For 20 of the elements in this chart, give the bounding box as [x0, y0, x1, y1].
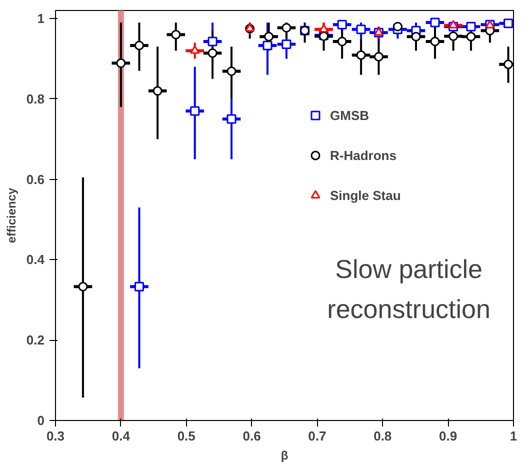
- x-tick-label: 1: [510, 428, 518, 444]
- x-tick-label: 0.7: [308, 428, 326, 444]
- x-tick-label: 0.3: [46, 428, 65, 444]
- x-tick-label: 0.5: [177, 428, 196, 444]
- y-tick-label: 0.8: [26, 91, 45, 106]
- x-tick-label: 0.9: [439, 428, 458, 444]
- x-tick-label: 0.8: [374, 428, 392, 444]
- y-tick-label: 1: [37, 11, 45, 26]
- legend-label: Single Stau: [330, 188, 401, 202]
- y-axis-title: efficiency: [4, 187, 18, 244]
- y-tick-label: 0.6: [26, 172, 45, 187]
- legend-label: GMSB: [330, 108, 369, 122]
- y-tick-label: 0.2: [26, 332, 45, 348]
- x-tick-label: 0.4: [112, 428, 131, 444]
- y-tick-label: 0.4: [26, 252, 46, 268]
- x-tick-label: 0.6: [242, 428, 261, 444]
- legend-label: R-Hadrons: [330, 148, 396, 162]
- x-axis-title: β: [280, 448, 288, 462]
- annotation: Slow particle reconstruction: [327, 254, 490, 324]
- y-tick-label: 0: [37, 413, 45, 428]
